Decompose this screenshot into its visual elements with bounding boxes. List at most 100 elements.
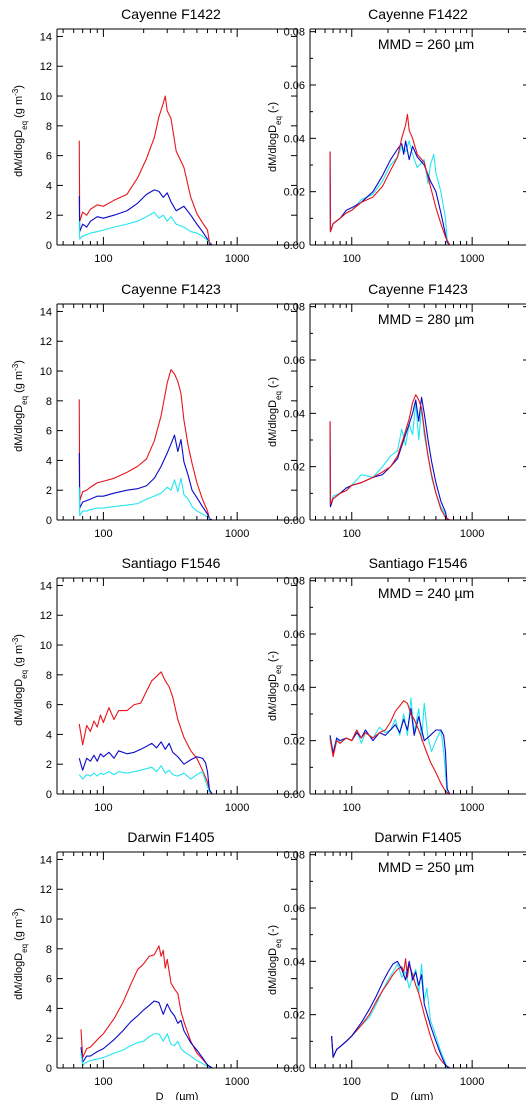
- y-tick-label: 4: [46, 455, 52, 467]
- y-label-main: dM/dlogD: [13, 679, 25, 726]
- y-label-unit: (g m: [13, 96, 25, 121]
- series-line-blue: [329, 396, 526, 521]
- y-label-main: dM/dlogD: [267, 400, 279, 447]
- y-tick-label: 0: [46, 240, 52, 252]
- y-label-unit: (-): [267, 651, 279, 665]
- y-tick-label: 0.08: [284, 576, 305, 588]
- y-tick-label: 0.00: [284, 240, 305, 252]
- chart-title: Santiago F1546: [122, 555, 221, 571]
- chart-panel-5: Santiago F1546 0 2 4 6 8 10 12 14 100 1000 dM/dlogD…: [11, 555, 298, 814]
- y-tick-label: 0.06: [284, 629, 305, 641]
- y-tick-label: 6: [46, 426, 52, 438]
- y-tick-label: 10: [40, 640, 52, 652]
- y-tick-label: 0.04: [284, 956, 305, 968]
- chart-panel-6: Santiago F1546 0.00 0.02 0.04 0.06 0.08 100 100…: [267, 555, 526, 814]
- y-label-unit: (g m: [13, 919, 25, 944]
- x-tick-label: 100: [343, 802, 361, 814]
- y-axis-label: dM/dlogDeq (g m-3): [11, 908, 29, 1000]
- y-tick-label: 0.02: [284, 187, 305, 199]
- y-label-subscript: eq: [20, 670, 29, 679]
- y-label-subscript: eq: [274, 665, 283, 674]
- series-line-blue: [329, 140, 526, 246]
- y-tick-label: 6: [46, 700, 52, 712]
- y-axis-label: dM/dlogDeq (-): [267, 377, 283, 447]
- y-axis-label: dM/dlogDeq (-): [267, 651, 283, 721]
- y-tick-label: 2: [46, 759, 52, 771]
- y-tick-label: 4: [46, 1003, 52, 1015]
- series-line-red: [80, 945, 297, 1069]
- y-label-main: dM/dlogD: [13, 953, 25, 1000]
- series-line-cyan: [78, 477, 210, 520]
- series-line-red: [78, 671, 297, 795]
- x-label-unit: (µm): [172, 1091, 198, 1100]
- y-tick-label: 0: [46, 515, 52, 527]
- series-line-blue: [78, 434, 297, 521]
- y-label-main: dM/dlogD: [267, 674, 279, 721]
- x-label-main: D: [156, 1091, 164, 1100]
- y-tick-label: 8: [46, 670, 52, 682]
- x-label-main: D: [391, 1091, 399, 1100]
- y-axis-label: dM/dlogDeq (-): [267, 925, 283, 995]
- y-label-subscript: eq: [274, 391, 283, 400]
- x-tick-label: 1000: [460, 802, 484, 814]
- y-tick-label: 0.06: [284, 355, 305, 367]
- series-line-blue: [80, 1000, 297, 1069]
- y-tick-label: 0.00: [284, 1063, 305, 1075]
- y-label-end: ): [13, 85, 25, 89]
- y-label-main: dM/dlogD: [267, 125, 279, 172]
- x-axis-label: Deq (µm): [156, 1091, 199, 1100]
- mmd-annotation: MMD = 260 µm: [378, 36, 474, 52]
- y-tick-label: 0.08: [284, 27, 305, 39]
- y-label-subscript: eq: [20, 944, 29, 953]
- y-tick-label: 14: [40, 306, 52, 318]
- chart-title: Darwin F1405: [374, 829, 461, 845]
- chart-title: Cayenne F1422: [368, 6, 468, 22]
- mmd-annotation: MMD = 240 µm: [378, 585, 474, 601]
- chart-title: Cayenne F1423: [368, 281, 468, 297]
- y-tick-label: 12: [40, 884, 52, 896]
- y-tick-label: 14: [40, 580, 52, 592]
- x-tick-label: 100: [94, 1076, 112, 1088]
- y-label-subscript: eq: [274, 939, 283, 948]
- y-tick-label: 0.04: [284, 408, 305, 420]
- y-tick-label: 10: [40, 366, 52, 378]
- x-tick-label: 1000: [225, 528, 249, 540]
- y-axis-label: dM/dlogDeq (g m-3): [11, 85, 29, 177]
- y-tick-label: 12: [40, 610, 52, 622]
- y-label-unit: (-): [267, 925, 279, 939]
- x-tick-label: 100: [94, 802, 112, 814]
- series-line-blue: [331, 960, 526, 1069]
- y-axis-label: dM/dlogDeq (-): [267, 102, 283, 172]
- y-tick-label: 8: [46, 944, 52, 956]
- y-label-end: ): [13, 634, 25, 638]
- x-axis-label: Deq (µm): [391, 1091, 434, 1100]
- series-line-blue: [78, 741, 297, 795]
- y-tick-label: 14: [40, 31, 52, 43]
- series-line-cyan: [80, 1033, 210, 1069]
- series-line-red: [78, 95, 297, 246]
- y-tick-label: 0.02: [284, 736, 305, 748]
- y-label-superscript: -3: [11, 911, 20, 919]
- chart-panel-2: Cayenne F1422 0.00 0.02 0.04 0.06 0.08 100 1000…: [267, 6, 526, 265]
- y-tick-label: 6: [46, 151, 52, 163]
- y-tick-label: 10: [40, 91, 52, 103]
- y-tick-label: 0: [46, 789, 52, 801]
- y-label-unit: (g m: [13, 645, 25, 670]
- series-line-cyan: [78, 765, 210, 793]
- series-line-red: [331, 958, 526, 1069]
- y-tick-label: 0: [46, 1063, 52, 1075]
- chart-title: Cayenne F1422: [121, 6, 221, 22]
- y-label-main: dM/dlogD: [13, 130, 25, 177]
- x-tick-label: 100: [343, 1076, 361, 1088]
- y-tick-label: 0.00: [284, 515, 305, 527]
- x-label-unit: (µm): [407, 1091, 433, 1100]
- y-label-unit: (-): [267, 102, 279, 116]
- y-tick-label: 8: [46, 396, 52, 408]
- chart-title: Cayenne F1423: [121, 281, 221, 297]
- x-tick-label: 1000: [225, 253, 249, 265]
- y-tick-label: 10: [40, 914, 52, 926]
- y-label-main: dM/dlogD: [13, 405, 25, 452]
